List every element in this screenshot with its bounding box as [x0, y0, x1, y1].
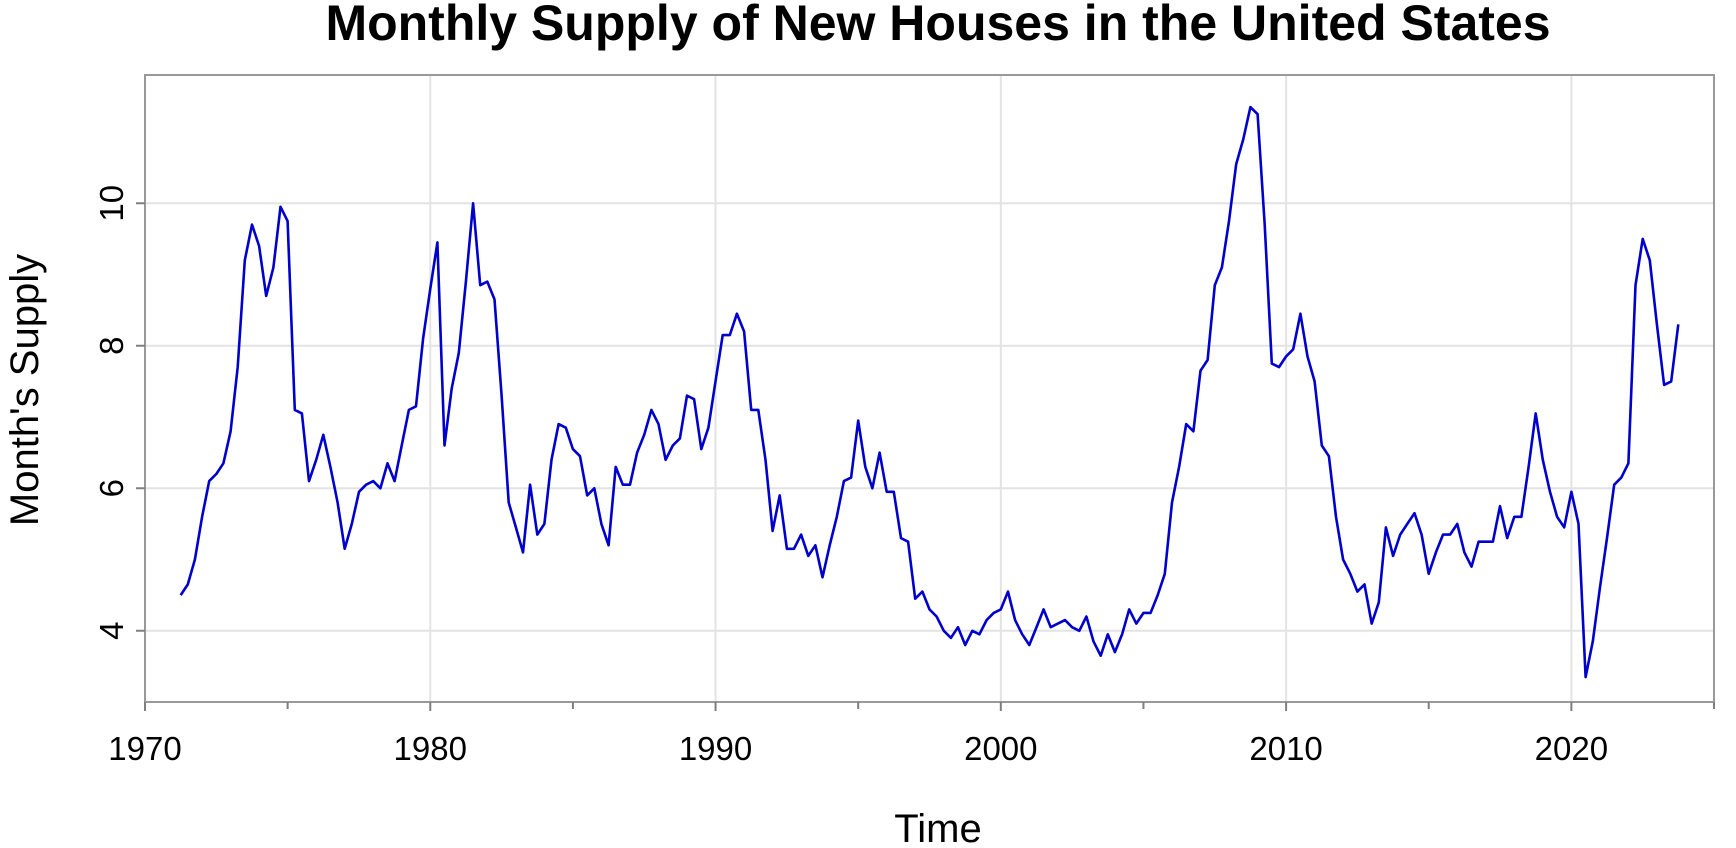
y-tick-label: 4 [93, 622, 130, 640]
x-axis: 1970 1980 1990 2000 2010 2020 [108, 702, 1715, 767]
x-tick-label: 2000 [964, 730, 1037, 767]
plot-frame [144, 74, 1715, 703]
x-tick-label: 1990 [679, 730, 752, 767]
y-tick-label: 8 [93, 337, 130, 355]
gridlines [144, 75, 1714, 702]
x-tick-label: 2010 [1249, 730, 1322, 767]
x-tick-label: 1970 [108, 730, 181, 767]
y-tick-label: 10 [93, 185, 130, 222]
y-tick-label: 6 [93, 479, 130, 497]
x-tick-label: 2020 [1535, 730, 1608, 767]
chart-title: Monthly Supply of New Houses in the Unit… [325, 0, 1550, 51]
y-axis: 4 6 8 10 [93, 185, 145, 640]
x-tick-label: 1980 [394, 730, 467, 767]
x-axis-title: Time [894, 807, 981, 848]
y-axis-title: Month's Supply [3, 254, 47, 526]
series-line [179, 105, 1680, 679]
